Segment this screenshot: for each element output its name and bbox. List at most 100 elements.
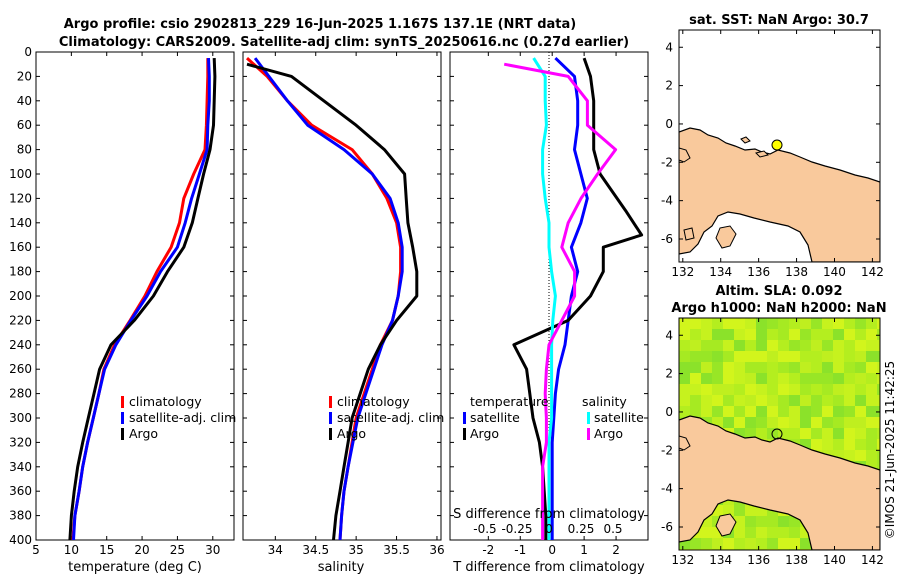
sla-cell: [701, 406, 712, 417]
y-tick-label: 160: [9, 240, 32, 254]
y-tick-label: 260: [9, 362, 32, 376]
sla-cell: [712, 538, 723, 549]
sla-cell: [701, 362, 712, 373]
sla-cell: [811, 417, 822, 428]
series-line-temperature-satellite: [550, 57, 589, 540]
sla-cell: [855, 318, 866, 329]
x-tick-label: 5: [32, 543, 40, 557]
sla-cell: [690, 406, 701, 417]
lat-tick-label: -6: [661, 520, 673, 534]
legend-s-satellite: satellite: [594, 410, 644, 425]
sla-cell: [800, 351, 811, 362]
legend-s-argo: Argo: [594, 426, 623, 441]
legend-swatch-s-satellite: [587, 412, 590, 424]
sla-cell: [734, 395, 745, 406]
sla-cell: [767, 351, 778, 362]
sla-cell: [712, 351, 723, 362]
sla-cell: [734, 516, 745, 527]
sla-cell: [800, 329, 811, 340]
legend-swatch-t-satellite: [463, 412, 466, 424]
sla-cell: [811, 351, 822, 362]
sla-cell: [855, 384, 866, 395]
lon-tick-label: 140: [823, 265, 846, 279]
sla-cell: [745, 417, 756, 428]
sla-cell: [679, 318, 690, 329]
sla-cell: [690, 373, 701, 384]
sst-map-ticks: 132 134 136 138 140 142 4 2 0 -2 -4 -6: [661, 30, 884, 279]
sla-cell: [690, 395, 701, 406]
sla-cell: [800, 373, 811, 384]
sla-cell: [690, 538, 701, 549]
y-tick-label: 380: [9, 509, 32, 523]
difference-panel: -2 -1 0 1 2 temperature satellite Argo salin…: [449, 51, 649, 575]
sla-cell: [778, 406, 789, 417]
sla-cell: [734, 505, 745, 516]
s-difference-ticks: -0.5 -0.25 0 0.25 0.5: [473, 522, 622, 536]
sla-cell: [712, 395, 723, 406]
sla-cell: [679, 329, 690, 340]
sla-cell: [745, 406, 756, 417]
sla-cell: [866, 461, 877, 472]
sla-cell: [789, 417, 800, 428]
sla-cell: [734, 318, 745, 329]
x-tick-label: 36: [429, 543, 444, 557]
sla-cell: [866, 450, 877, 461]
legend-swatch-s-argo: [587, 428, 590, 440]
sla-cell: [877, 373, 880, 384]
y-tick-label: 40: [17, 94, 32, 108]
sla-cell: [855, 428, 866, 439]
sla-cell: [866, 395, 877, 406]
sla-cell: [767, 527, 778, 538]
sla-cell: [844, 417, 855, 428]
sla-cell: [723, 318, 734, 329]
sla-cell: [855, 351, 866, 362]
sla-cell: [822, 406, 833, 417]
difference-x-ticks: -2 -1 0 1 2: [482, 52, 620, 557]
sla-cell: [701, 373, 712, 384]
sla-cell: [822, 395, 833, 406]
sla-cell: [745, 351, 756, 362]
legend-t-argo: Argo: [470, 426, 499, 441]
sla-cell: [690, 362, 701, 373]
sla-cell: [877, 450, 880, 461]
legend-satellite-adj: satellite-adj. clim: [129, 410, 236, 425]
legend-climatology: climatology: [337, 394, 410, 409]
x-tick-label: 35.5: [383, 543, 410, 557]
sla-map-title-2: Argo h1000: NaN h2000: NaN: [671, 301, 886, 316]
sla-cell: [789, 538, 800, 549]
sla-cell: [690, 340, 701, 351]
sla-cell: [866, 417, 877, 428]
sla-cell: [866, 406, 877, 417]
sla-cell: [844, 340, 855, 351]
temperature-x-ticks: 5 10 15 20 25 30: [32, 52, 220, 557]
sst-map: sat. SST: NaN Argo: 30.7 132 134 136 138 140…: [661, 13, 884, 279]
sla-cell: [822, 373, 833, 384]
sla-cell: [800, 384, 811, 395]
sla-cell: [800, 428, 811, 439]
y-tick-label: 180: [9, 265, 32, 279]
sla-cell: [844, 395, 855, 406]
sla-cell: [866, 329, 877, 340]
sla-cell: [844, 450, 855, 461]
sla-cell: [745, 428, 756, 439]
sla-cell: [701, 340, 712, 351]
series-line-argo: [246, 62, 419, 540]
temperature-lines: [68, 58, 217, 540]
sla-cell: [877, 318, 880, 329]
y-tick-label: 220: [9, 313, 32, 327]
sla-cell: [723, 406, 734, 417]
x-tick-label: 1: [580, 543, 588, 557]
sla-cell: [701, 395, 712, 406]
legend-swatch-t-argo: [463, 428, 466, 440]
sla-cell: [778, 516, 789, 527]
difference-legend: temperature satellite Argo salinity sate…: [463, 394, 644, 441]
sla-cell: [800, 417, 811, 428]
lat-tick-label: -4: [661, 482, 673, 496]
sla-map-title-1: Altim. SLA: 0.092: [716, 284, 843, 299]
sla-cell: [734, 340, 745, 351]
sla-cell: [866, 428, 877, 439]
salinity-x-label: salinity: [318, 560, 365, 575]
salinity-legend: climatology satellite-adj. clim Argo: [329, 394, 444, 441]
sla-cell: [833, 362, 844, 373]
lon-tick-label: 136: [747, 553, 770, 567]
